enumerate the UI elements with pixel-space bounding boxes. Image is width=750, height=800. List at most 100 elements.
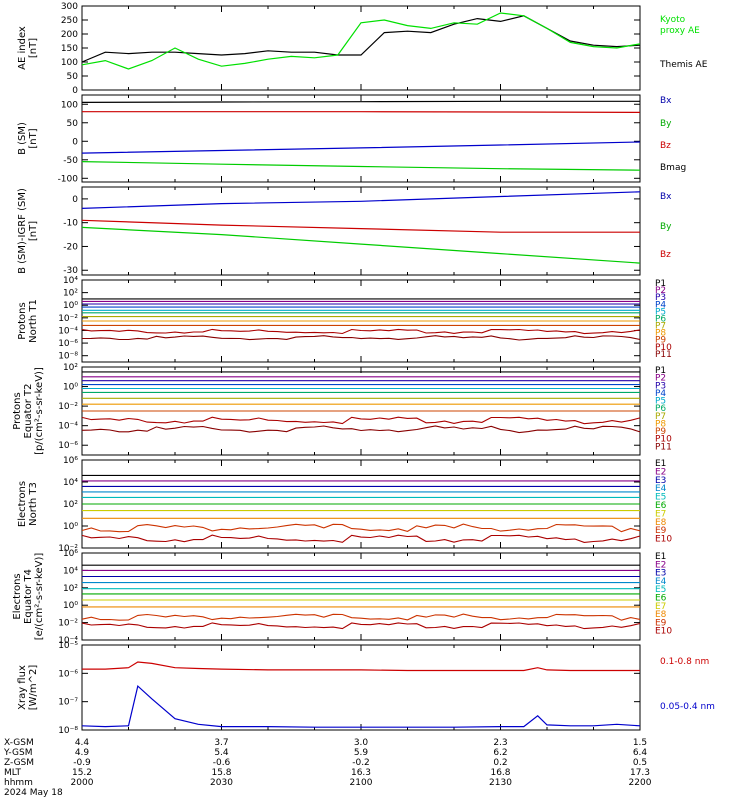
y-tick-label: 10⁻² xyxy=(58,619,78,629)
channel-line-p11 xyxy=(81,425,641,434)
legend-entry: P7 xyxy=(655,322,666,332)
y-axis-label: Electrons xyxy=(12,573,23,619)
legend-entry: E8 xyxy=(655,518,667,528)
legend-entry: E3 xyxy=(655,476,666,486)
y-tick-label: 100 xyxy=(61,58,78,68)
legend-entry: P9 xyxy=(655,427,666,437)
legend-entry: P4 xyxy=(655,389,666,399)
panel-frame xyxy=(81,186,641,276)
legend-entry: E8 xyxy=(655,610,667,620)
channel-line-e10 xyxy=(81,622,641,630)
channel-line-p10 xyxy=(81,328,641,335)
y-tick-label: -20 xyxy=(63,242,78,252)
legend-entry: P1 xyxy=(655,366,666,376)
legend-entry: E10 xyxy=(655,535,672,545)
ephemeris-value: 3.0 xyxy=(354,738,369,748)
series-line-kyoto-proxy-ae xyxy=(81,12,641,70)
panel-bigrf: -30 -20 -10 0 B (SM)-IGRF (SM) [nT] Bx By Bz xyxy=(17,186,672,276)
y-tick-label: 10⁴ xyxy=(63,478,78,488)
y-tick-label: 10⁻² xyxy=(58,314,78,324)
series-line-bx xyxy=(81,141,641,154)
y-axis-label: North T3 xyxy=(28,482,39,526)
ephemeris-table: X-GSM 4.4 3.7 3.0 2.3 1.5 Y-GSM 4.9 5.4 5.9 6.2 6.4… xyxy=(3,738,652,798)
legend-entry: E2 xyxy=(655,467,666,477)
ephemeris-row-label: MLT xyxy=(4,768,22,778)
channel-line-e9 xyxy=(81,523,641,533)
y-tick-label: 10⁰ xyxy=(63,383,78,393)
ephemeris-value: 5.9 xyxy=(354,748,369,758)
y-tick-label: 10⁰ xyxy=(63,301,78,311)
ephemeris-value: 16.3 xyxy=(351,768,371,778)
legend-entry: E5 xyxy=(655,493,666,503)
y-tick-label: 10⁴ xyxy=(63,276,78,286)
y-tick-label: 10⁻⁵ xyxy=(58,641,78,651)
legend-entry: P8 xyxy=(655,329,666,339)
ephemeris-value: 2030 xyxy=(210,778,233,788)
y-tick-label: 200 xyxy=(61,30,78,40)
legend-entry: E4 xyxy=(655,484,667,494)
ephemeris-value: 3.7 xyxy=(214,738,228,748)
ephemeris-row-label: Y-GSM xyxy=(3,748,32,758)
y-tick-label: 10⁰ xyxy=(63,522,78,532)
series-line-bmag xyxy=(81,100,640,103)
y-tick-label: 10⁶ xyxy=(63,549,78,559)
legend-entry: P1 xyxy=(655,279,666,289)
y-axis-label: AE index xyxy=(17,26,28,70)
legend-entry: E10 xyxy=(655,627,672,637)
y-tick-label: 10⁻⁶ xyxy=(58,339,78,349)
panel-frame xyxy=(81,5,641,91)
date-label: 2024 May 18 xyxy=(4,788,63,798)
legend-entry: Bz xyxy=(660,141,671,151)
legend-entry: E7 xyxy=(655,509,666,519)
y-tick-label: 150 xyxy=(61,44,78,54)
y-tick-label: 0 xyxy=(72,86,78,96)
ephemeris-row-label: hhmm xyxy=(4,778,33,788)
ephemeris-value: 15.2 xyxy=(72,768,92,778)
series-line-0-1-0-8-nm xyxy=(82,661,640,672)
y-tick-label: 10⁻² xyxy=(58,402,78,412)
legend-entry: P5 xyxy=(655,397,666,407)
ephemeris-value: 1.5 xyxy=(633,738,647,748)
legend-entry: P5 xyxy=(655,307,666,317)
legend-entry: P9 xyxy=(655,336,666,346)
legend-entry: Themis AE xyxy=(659,60,708,70)
y-axis-label: [nT] xyxy=(28,221,39,241)
ephemeris-value: 0.2 xyxy=(493,758,507,768)
ephemeris-value: -0.9 xyxy=(73,758,91,768)
y-tick-label: 50 xyxy=(67,119,79,129)
y-tick-label: 10⁻⁸ xyxy=(58,726,78,736)
y-tick-label: 10⁶ xyxy=(63,456,78,466)
legend-entry: P10 xyxy=(655,343,672,353)
y-tick-label: -100 xyxy=(58,174,79,184)
panel-frame xyxy=(81,552,641,641)
legend-entry: E5 xyxy=(655,585,666,595)
y-tick-label: 10⁻⁷ xyxy=(58,698,78,708)
legend-entry: E4 xyxy=(655,577,667,587)
ephemeris-value: 6.2 xyxy=(493,748,507,758)
panel-ae: 0 50 100 150 200 250 300 AE index [nT] Kyotoproxy… xyxy=(17,2,708,96)
y-tick-label: 0 xyxy=(72,137,78,147)
y-axis-label: [nT] xyxy=(28,38,39,58)
legend-entry: E1 xyxy=(655,459,666,469)
y-axis-label: North T1 xyxy=(28,299,39,343)
legend-entry: E9 xyxy=(655,526,667,536)
legend-entry: By xyxy=(660,222,672,232)
series-line-0-05-0-4-nm xyxy=(81,684,641,728)
y-tick-label: 10⁻⁴ xyxy=(58,326,78,336)
legend-entry: E6 xyxy=(655,501,667,511)
legend-entry: Bz xyxy=(660,250,671,260)
legend-entry: P6 xyxy=(655,404,666,414)
ephemeris-value: -0.6 xyxy=(213,758,231,768)
legend-entry: E3 xyxy=(655,569,666,579)
panel-t4: 10⁻⁴ 10⁻² 10⁰ 10² 10⁴ 10⁶ Electrons Equator T4[… xyxy=(12,549,672,646)
ephemeris-value: 2.3 xyxy=(493,738,507,748)
ephemeris-value: 4.9 xyxy=(75,748,90,758)
ephemeris-row-label: X-GSM xyxy=(4,738,34,748)
y-tick-label: -50 xyxy=(63,156,78,166)
ephemeris-value: 2000 xyxy=(71,778,94,788)
y-axis-label: Equator T2 xyxy=(23,384,34,439)
panel-t1: 10⁻⁸ 10⁻⁶ 10⁻⁴ 10⁻² 10⁰ 10² 10⁴ Protons North T1… xyxy=(17,276,672,363)
y-tick-label: -30 xyxy=(63,266,78,276)
channel-line-p11 xyxy=(81,335,641,341)
